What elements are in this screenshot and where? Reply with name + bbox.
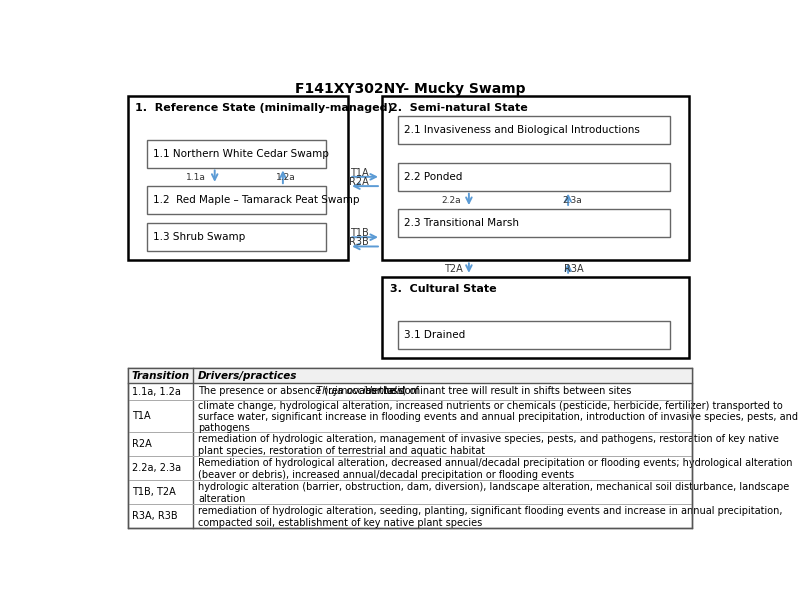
Text: 2.  Semi-natural State: 2. Semi-natural State: [390, 103, 527, 113]
Text: 1.  Reference State (minimally-managed): 1. Reference State (minimally-managed): [135, 103, 393, 113]
FancyBboxPatch shape: [398, 116, 670, 144]
FancyBboxPatch shape: [382, 277, 689, 358]
Text: Transition: Transition: [132, 371, 190, 380]
Text: (beaver or debris), increased annual/decadal precipitation or flooding events: (beaver or debris), increased annual/dec…: [198, 470, 574, 480]
Text: climate change, hydrological alteration, increased nutrients or chemicals (pesti: climate change, hydrological alteration,…: [198, 402, 782, 411]
Text: hydrologic alteration (barrier, obstruction, dam, diversion), landscape alterati: hydrologic alteration (barrier, obstruct…: [198, 482, 790, 492]
Text: 2.3a: 2.3a: [562, 196, 582, 205]
Text: 1.2  Red Maple – Tamarack Peat Swamp: 1.2 Red Maple – Tamarack Peat Swamp: [153, 195, 359, 205]
Text: 2.2a: 2.2a: [442, 196, 462, 205]
Text: 2.1 Invasiveness and Biological Introductions: 2.1 Invasiveness and Biological Introduc…: [404, 125, 640, 136]
FancyBboxPatch shape: [382, 96, 689, 260]
FancyBboxPatch shape: [128, 368, 692, 384]
Text: 2.2 Ponded: 2.2 Ponded: [404, 172, 462, 182]
Text: Drivers/practices: Drivers/practices: [198, 371, 298, 380]
FancyBboxPatch shape: [398, 163, 670, 191]
Text: T1A: T1A: [132, 411, 150, 421]
Text: as the dominant tree will result in shifts between sites: as the dominant tree will result in shif…: [362, 386, 631, 396]
FancyBboxPatch shape: [128, 96, 348, 260]
Text: R3B: R3B: [350, 238, 369, 247]
Text: R3A, R3B: R3A, R3B: [132, 511, 178, 521]
Text: R2A: R2A: [132, 439, 151, 449]
FancyBboxPatch shape: [398, 209, 670, 237]
FancyBboxPatch shape: [398, 321, 670, 349]
Text: surface water, significant increase in flooding events and annual precipitation,: surface water, significant increase in f…: [198, 412, 798, 422]
Text: R3A: R3A: [564, 264, 583, 274]
Text: R2A: R2A: [350, 177, 369, 187]
Text: 1.3 Shrub Swamp: 1.3 Shrub Swamp: [153, 232, 245, 242]
Text: T1A: T1A: [350, 168, 369, 178]
Text: The presence or absence (removal or loss) of: The presence or absence (removal or loss…: [198, 386, 419, 396]
Text: T1B, T2A: T1B, T2A: [132, 487, 175, 497]
Text: 1.1 Northern White Cedar Swamp: 1.1 Northern White Cedar Swamp: [153, 148, 329, 159]
Text: compacted soil, establishment of key native plant species: compacted soil, establishment of key nat…: [198, 519, 482, 528]
FancyBboxPatch shape: [128, 368, 692, 528]
Text: 2.3 Transitional Marsh: 2.3 Transitional Marsh: [404, 218, 518, 229]
FancyBboxPatch shape: [146, 223, 326, 251]
Text: Thuja occidentalis: Thuja occidentalis: [313, 386, 404, 396]
Text: T2A: T2A: [444, 264, 462, 274]
Text: 2.2a, 2.3a: 2.2a, 2.3a: [132, 463, 181, 473]
Text: remediation of hydrologic alteration, seeding, planting, significant flooding ev: remediation of hydrologic alteration, se…: [198, 507, 782, 516]
FancyBboxPatch shape: [146, 186, 326, 214]
Text: 1.1a, 1.2a: 1.1a, 1.2a: [132, 387, 181, 397]
Text: 3.1 Drained: 3.1 Drained: [404, 330, 465, 339]
Text: Remediation of hydrological alteration, decreased annual/decadal precipitation o: Remediation of hydrological alteration, …: [198, 458, 793, 468]
Text: 3.  Cultural State: 3. Cultural State: [390, 283, 496, 294]
Text: F141XY302NY- Mucky Swamp: F141XY302NY- Mucky Swamp: [294, 81, 526, 96]
FancyBboxPatch shape: [146, 140, 326, 168]
Text: remediation of hydrologic alteration, management of invasive species, pests, and: remediation of hydrologic alteration, ma…: [198, 434, 779, 444]
Text: 1.1a: 1.1a: [186, 173, 206, 182]
Text: T1B: T1B: [350, 228, 369, 238]
Text: plant species, restoration of terrestrial and aquatic habitat: plant species, restoration of terrestria…: [198, 446, 485, 456]
Text: alteration: alteration: [198, 494, 246, 504]
Text: 1.2a: 1.2a: [276, 173, 296, 182]
Text: pathogens: pathogens: [198, 423, 250, 432]
